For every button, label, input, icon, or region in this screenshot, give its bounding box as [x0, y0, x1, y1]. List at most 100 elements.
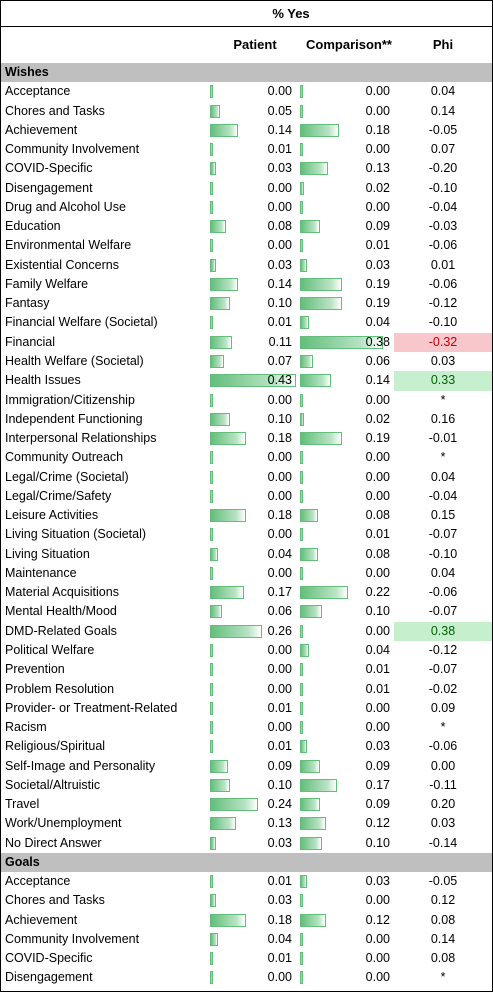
table-row: Education 0.08 0.09 -0.03	[1, 217, 492, 236]
phi-value: 0.14	[430, 931, 456, 946]
patient-data-bar	[210, 817, 236, 831]
patient-value: 0.17	[267, 585, 292, 600]
comparison-cell: 0.00	[300, 564, 396, 583]
patient-data-bar	[210, 605, 222, 619]
comparison-data-bar	[300, 432, 342, 446]
comparison-cell: 0.00	[300, 891, 396, 910]
patient-value: 0.04	[267, 546, 292, 561]
patient-cell: 0.00	[210, 391, 298, 410]
patient-data-bar	[210, 316, 213, 330]
patient-value: 0.18	[267, 431, 292, 446]
comparison-cell: 0.02	[300, 410, 396, 429]
phi-value: -0.10	[428, 546, 458, 561]
comparison-data-bar	[300, 354, 314, 368]
comparison-cell: 0.04	[300, 313, 396, 332]
patient-cell: 0.04	[210, 545, 298, 564]
phi-value: -0.06	[428, 585, 458, 600]
comparison-data-bar	[300, 258, 307, 272]
comparison-data-bar	[300, 740, 307, 754]
patient-value: 0.00	[267, 681, 292, 696]
comparison-value: 0.00	[365, 488, 390, 503]
table-row: Drug and Alcohol Use 0.00 0.00 -0.04	[1, 198, 492, 217]
table-row: Financial Welfare (Societal) 0.01 0.04 -0.1…	[1, 313, 492, 332]
phi-value: -0.05	[428, 122, 458, 137]
comparison-data-bar	[300, 932, 303, 946]
comparison-data-bar	[300, 701, 303, 715]
category-label: Achievement	[5, 122, 78, 137]
category-label: Acceptance	[5, 84, 71, 99]
table-row: COVID-Specific 0.03 0.13 -0.20	[1, 159, 492, 178]
table-row: Acceptance 0.01 0.03 -0.05	[1, 872, 492, 891]
comparison-value: 0.01	[365, 662, 390, 677]
patient-value: 0.00	[267, 84, 292, 99]
patient-cell: 0.03	[210, 834, 298, 853]
patient-cell: 0.24	[210, 795, 298, 814]
category-label: Travel	[5, 797, 40, 812]
comparison-data-bar	[300, 239, 303, 253]
table-row: Leisure Activities 0.18 0.08 0.15	[1, 506, 492, 525]
comparison-data-bar	[300, 335, 384, 349]
comparison-value: 0.00	[365, 970, 390, 985]
comparison-cell: 0.01	[300, 236, 396, 255]
patient-data-bar	[210, 932, 218, 946]
phi-value: -0.06	[428, 238, 458, 253]
comparison-cell: 0.17	[300, 776, 396, 795]
phi-value: -0.11	[429, 777, 457, 792]
comparison-data-bar	[300, 277, 342, 291]
patient-value: 0.00	[267, 527, 292, 542]
category-label: Societal/Altruistic	[5, 777, 101, 792]
category-label: Acceptance	[5, 874, 71, 889]
comparison-value: 0.10	[365, 604, 390, 619]
patient-data-bar	[210, 894, 216, 908]
patient-value: 0.00	[267, 180, 292, 195]
patient-value: 0.06	[267, 604, 292, 619]
patient-value: 0.03	[267, 161, 292, 176]
patient-cell: 0.14	[210, 121, 298, 140]
table-row: Chores and Tasks 0.03 0.00 0.12	[1, 891, 492, 910]
patient-data-bar	[210, 451, 213, 465]
patient-value: 0.05	[267, 103, 292, 118]
comparison-value: 0.06	[365, 353, 390, 368]
column-header-patient: Patient	[233, 37, 277, 52]
comparison-data-bar	[300, 528, 303, 542]
phi-value: 0.03	[430, 816, 456, 831]
category-label: Maintenance	[5, 565, 77, 580]
category-label: Disengagement	[5, 970, 93, 985]
patient-cell: 0.08	[210, 217, 298, 236]
comparison-value: 0.19	[365, 276, 390, 291]
comparison-value: 0.00	[365, 142, 390, 157]
section-title: Wishes	[5, 65, 49, 79]
category-label: Community Involvement	[5, 931, 140, 946]
comparison-cell: 0.01	[300, 660, 396, 679]
table-row: Independent Functioning 0.10 0.02 0.16	[1, 410, 492, 429]
comparison-data-bar	[300, 682, 303, 696]
comparison-cell: 0.09	[300, 795, 396, 814]
patient-value: 0.01	[267, 142, 292, 157]
comparison-data-bar	[300, 643, 309, 657]
comparison-cell: 0.03	[300, 256, 396, 275]
comparison-cell: 0.00	[300, 198, 396, 217]
comparison-value: 0.09	[365, 797, 390, 812]
patient-cell: 0.18	[210, 506, 298, 525]
category-label: Living Situation	[5, 546, 90, 561]
category-label: Financial Welfare (Societal)	[5, 315, 158, 330]
comparison-value: 0.13	[365, 161, 390, 176]
patient-value: 0.08	[267, 219, 292, 234]
comparison-cell: 0.04	[300, 641, 396, 660]
phi-value: 0.04	[430, 84, 456, 99]
patient-value: 0.43	[267, 373, 292, 388]
patient-cell: 0.10	[210, 410, 298, 429]
patient-cell: 0.03	[210, 891, 298, 910]
comparison-value: 0.14	[365, 373, 390, 388]
comparison-value: 0.17	[365, 777, 390, 792]
category-label: Community Involvement	[5, 142, 140, 157]
table-row: Legal/Crime (Societal) 0.00 0.00 0.04	[1, 468, 492, 487]
patient-value: 0.10	[267, 296, 292, 311]
comparison-cell: 0.03	[300, 872, 396, 891]
comparison-cell: 0.14	[300, 371, 396, 390]
patient-cell: 0.07	[210, 352, 298, 371]
comparison-data-bar	[300, 509, 318, 523]
table-row: Material Acquisitions 0.17 0.22 -0.06	[1, 583, 492, 602]
column-header-row: Patient Comparison** Phi	[1, 27, 492, 63]
patient-value: 0.00	[267, 488, 292, 503]
